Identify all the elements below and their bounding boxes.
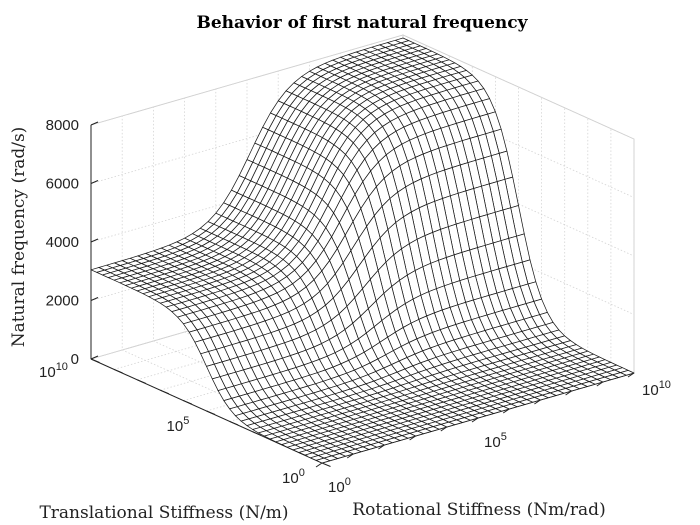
chart-title: Behavior of first natural frequency	[196, 13, 528, 33]
y-tick-mark-9	[113, 368, 123, 374]
z-tick-mark-0	[90, 355, 99, 360]
grid-line-freq-4	[90, 34, 635, 140]
y-axis-label: Translational Stiffness (N/m)	[39, 503, 288, 523]
tick-layer: 0 2000 4000 6000 8000 100 105 1010 100 105 1010	[39, 117, 671, 496]
y-tick-mark-6	[183, 400, 193, 405]
grid-line-freq-1	[90, 210, 635, 315]
x-tick-mark-3	[409, 435, 416, 441]
y-tick-mark-10	[90, 358, 100, 363]
x-tick-label-1: 105	[484, 431, 507, 451]
y-tick-mark-1	[298, 452, 308, 457]
x-tick-mark-1	[346, 453, 354, 459]
y-tick-mark-2	[275, 441, 285, 447]
z-tick-label-2: 4000	[46, 234, 79, 251]
x-tick-mark-7	[534, 399, 541, 405]
y-tick-mark-7	[160, 389, 169, 395]
grid-line-trans-1	[298, 128, 612, 453]
x-tick-label-0: 100	[328, 476, 351, 496]
x-tick-mark-2	[378, 444, 385, 450]
y-tick-mark-4	[229, 420, 239, 426]
x-tick-mark-9	[596, 381, 604, 387]
y-tick-label-1: 105	[167, 415, 190, 435]
y-tick-mark-3	[252, 431, 262, 436]
grid-line-trans-4	[229, 97, 542, 422]
z-tick-mark-2	[90, 238, 99, 243]
z-tick-label-3: 6000	[46, 176, 79, 193]
surface-cell	[315, 457, 331, 464]
z-tick-label-0: 0	[71, 351, 79, 368]
grid-line-freq-3	[90, 93, 635, 198]
x-tick-mark-0	[315, 462, 323, 468]
z-tick-label-4: 8000	[46, 117, 79, 134]
y-tick-label-0: 100	[282, 467, 305, 487]
x-axis-label: Rotational Stiffness (Nm/rad)	[352, 500, 605, 520]
grid-line-trans-2	[275, 118, 589, 443]
y-tick-label-2: 1010	[39, 361, 68, 381]
grid-line-trans-3	[252, 107, 566, 433]
x-tick-mark-4	[440, 426, 448, 432]
x-tick-mark-6	[502, 408, 510, 414]
z-tick-mark-4	[90, 121, 99, 126]
z-tick-mark-1	[90, 297, 99, 301]
z-axis-label: Natural frequency (rad/s)	[9, 127, 29, 348]
y-tick-mark-8	[137, 379, 146, 384]
z-tick-label-1: 2000	[46, 293, 79, 310]
x-tick-mark-10	[627, 372, 635, 378]
y-tick-mark-0	[321, 462, 331, 467]
x-tick-label-2: 1010	[642, 379, 671, 399]
z-tick-mark-3	[90, 180, 99, 184]
grid-line-freq-2	[90, 151, 635, 257]
x-tick-mark-8	[565, 390, 572, 396]
x-tick-mark-5	[471, 417, 479, 423]
grid-line-trans-5	[206, 87, 519, 412]
grid-line-trans-0	[321, 139, 635, 464]
y-tick-mark-5	[206, 410, 216, 415]
